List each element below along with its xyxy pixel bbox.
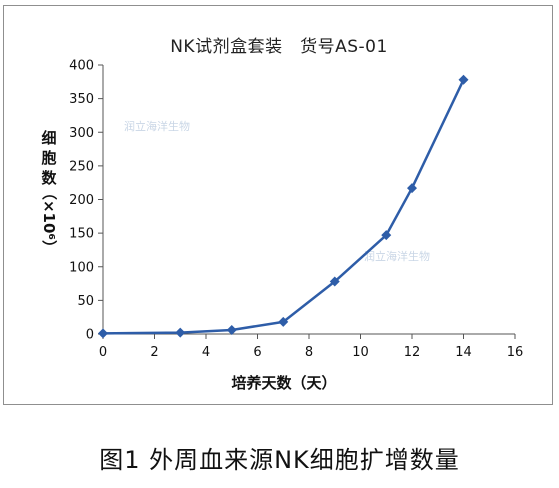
x-tick-label: 14 — [455, 345, 472, 360]
y-axis-title: 细 胞 数 （×10⁶） — [38, 128, 60, 255]
x-tick-label: 16 — [507, 345, 524, 360]
y-tick-label: 200 — [69, 193, 94, 208]
watermark: 润立海洋生物 — [124, 119, 190, 133]
data-point — [329, 276, 340, 287]
y-tick-label: 350 — [69, 92, 94, 107]
y-tick-label: 100 — [69, 260, 94, 275]
x-tick-label: 4 — [202, 345, 210, 360]
y-axis-title-char-2: 胞 — [41, 149, 57, 167]
y-axis-title-char-3: 数 — [41, 169, 57, 187]
y-tick-label: 0 — [86, 328, 94, 343]
x-tick-label: 0 — [99, 345, 107, 360]
data-point — [175, 327, 186, 338]
data-point — [407, 183, 417, 194]
x-tick-label: 2 — [150, 345, 158, 360]
data-point — [226, 324, 237, 335]
x-tick-label: 12 — [404, 345, 421, 360]
y-axis-title-char-1: 细 — [41, 129, 57, 147]
data-point — [278, 316, 289, 327]
y-tick-label: 250 — [69, 159, 94, 174]
y-tick-label: 150 — [69, 227, 94, 242]
x-tick-label: 10 — [352, 345, 369, 360]
series-line — [102, 79, 465, 335]
chart-title: NK试剂盒套装 货号AS-01 — [170, 37, 388, 57]
data-point — [381, 230, 392, 241]
chart-frame: NK试剂盒套装 货号AS-01 细 胞 数 （×10⁶） 润立海洋生物 润立海洋生… — [3, 5, 553, 405]
x-tick-label: 8 — [305, 345, 313, 360]
data-point — [458, 74, 469, 85]
x-tick-label: 6 — [253, 345, 261, 360]
data-point — [98, 328, 108, 339]
figure-caption: 图1 外周血来源NK细胞扩增数量 — [99, 446, 460, 474]
y-tick-label: 50 — [77, 294, 94, 309]
x-axis-title: 培养天数（天） — [231, 374, 337, 392]
y-tick-label: 400 — [69, 59, 94, 74]
watermark: 润立海洋生物 — [364, 249, 430, 263]
y-tick-label: 300 — [69, 126, 94, 141]
